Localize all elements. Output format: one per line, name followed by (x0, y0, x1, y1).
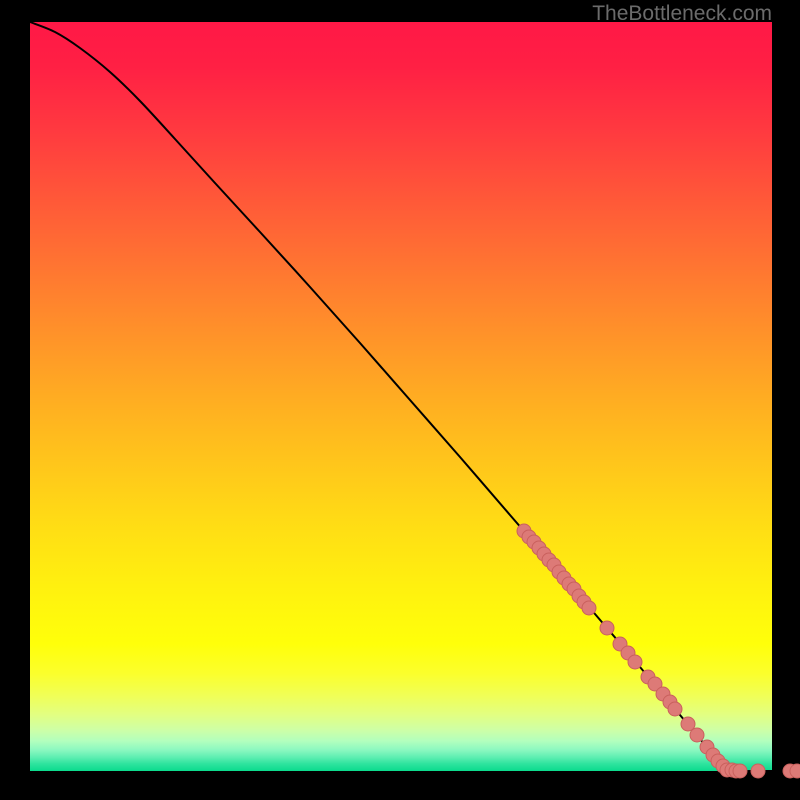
main-curve (30, 22, 800, 771)
data-marker (628, 655, 642, 669)
watermark-text: TheBottleneck.com (592, 2, 772, 26)
data-marker (751, 764, 765, 778)
data-marker (690, 728, 704, 742)
data-marker (600, 621, 614, 635)
marker-group (517, 524, 800, 778)
chart-svg (0, 0, 800, 800)
data-marker (733, 764, 747, 778)
data-marker (668, 702, 682, 716)
data-marker (790, 764, 800, 778)
chart-stage: TheBottleneck.com (0, 0, 800, 800)
data-marker (582, 601, 596, 615)
